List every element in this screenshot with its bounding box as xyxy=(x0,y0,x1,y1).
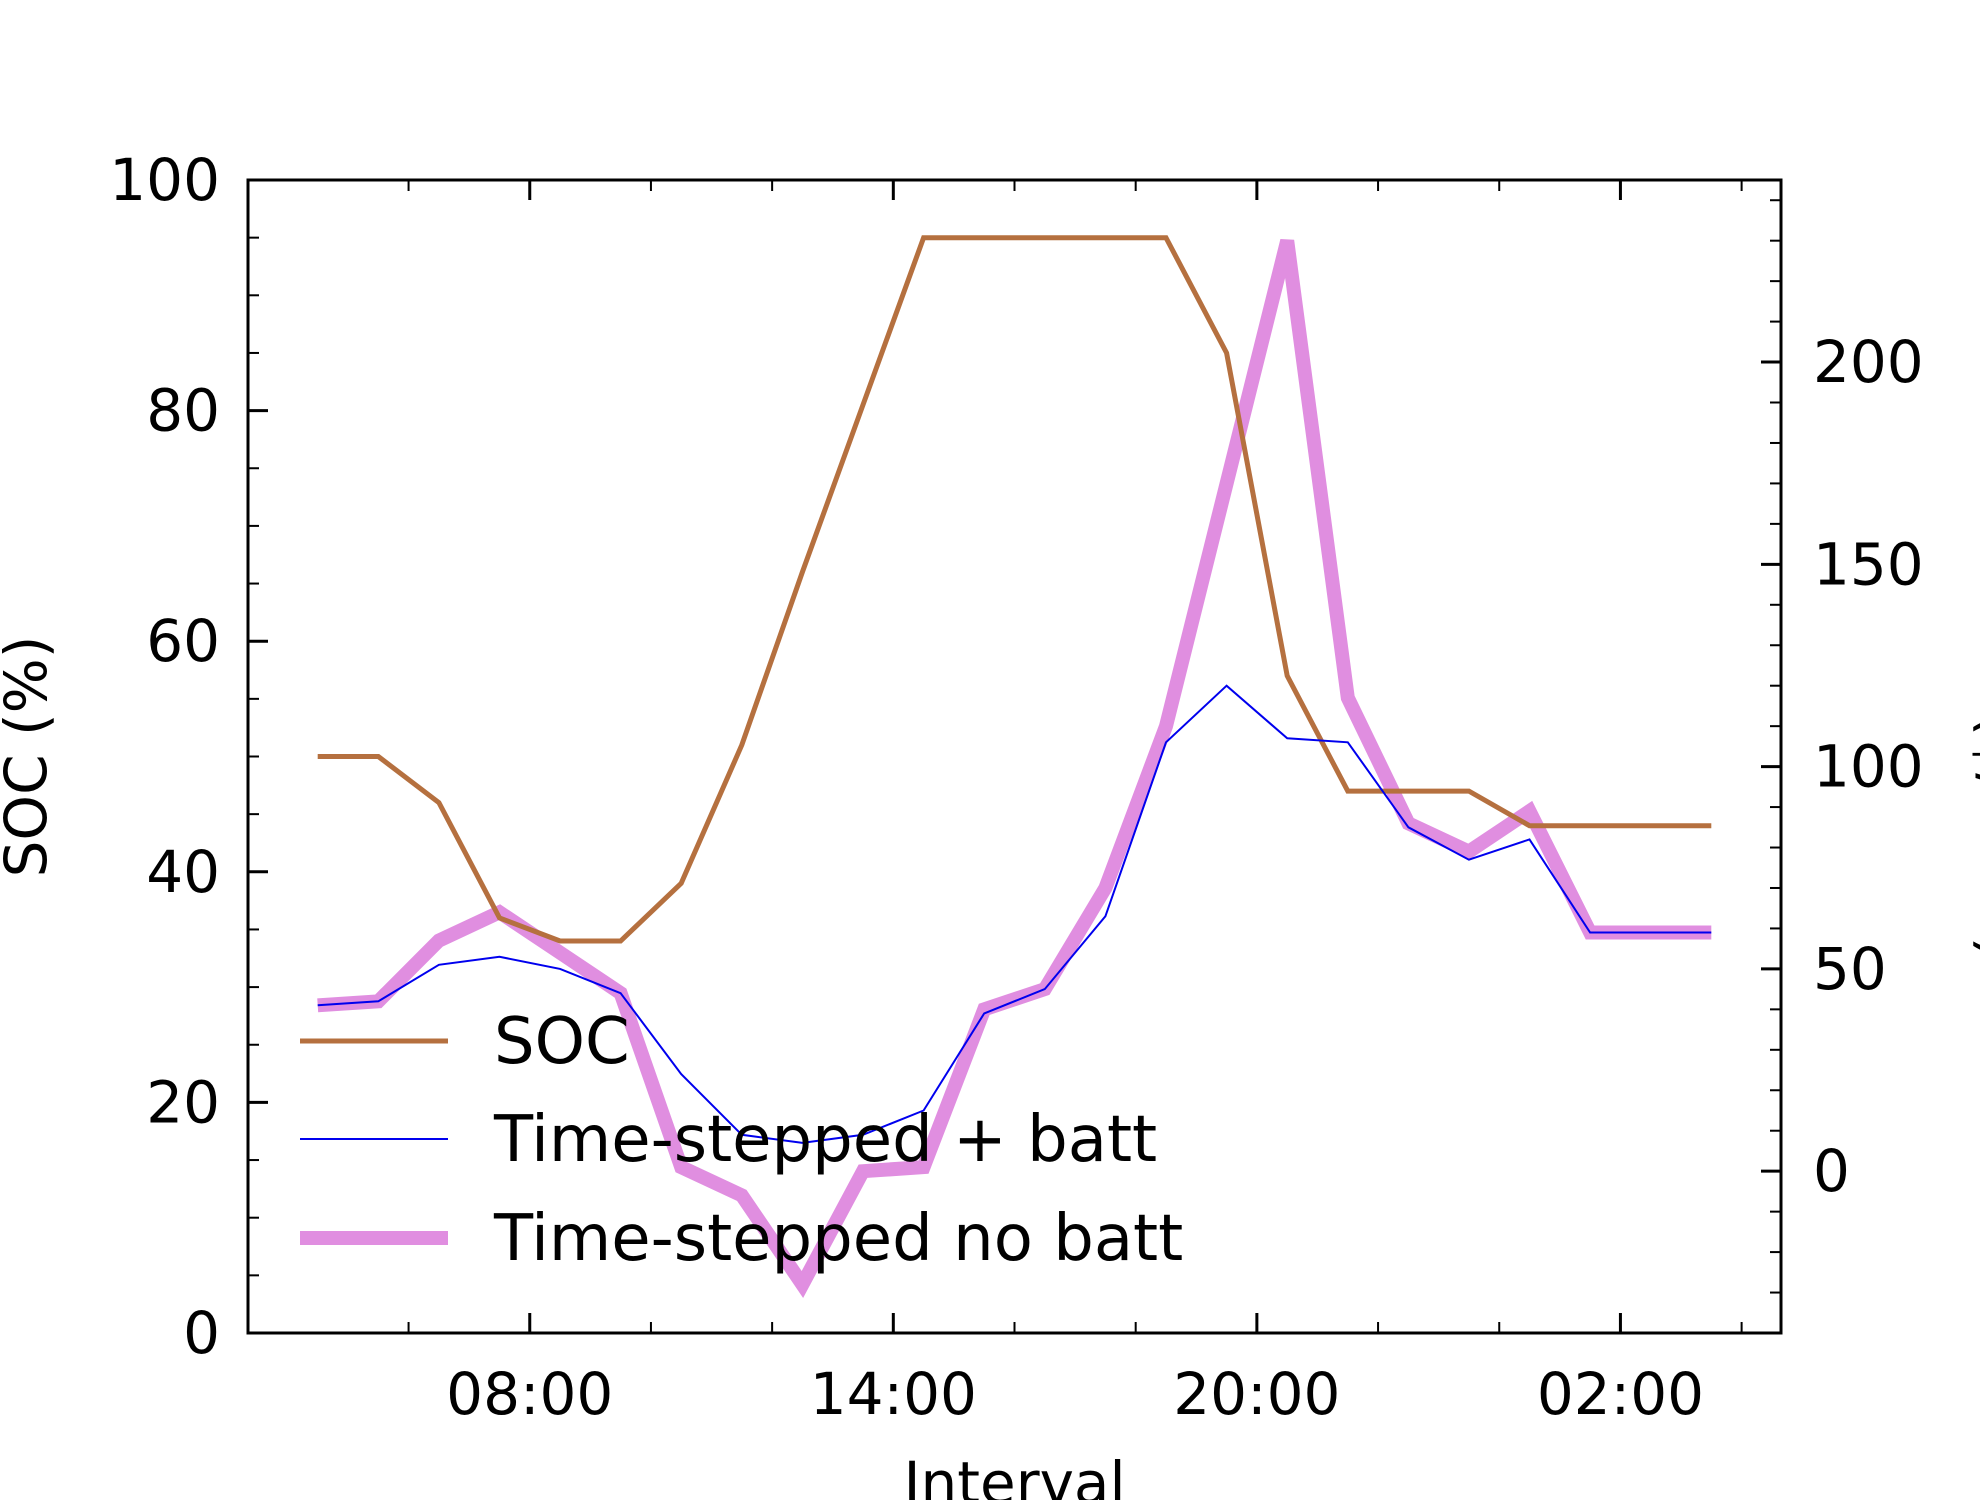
legend-label: SOC xyxy=(494,1005,630,1079)
x-tick-label: 14:00 xyxy=(810,1360,977,1428)
y-left-tick-label: 0 xyxy=(183,1299,220,1367)
legend-label: Time-stepped + batt xyxy=(493,1103,1157,1177)
x-tick-label: 20:00 xyxy=(1173,1360,1340,1428)
y-right-tick-label: 100 xyxy=(1813,733,1924,801)
y-right-ticks: 0 50 100 150 200 xyxy=(1761,199,1924,1334)
y-left-ticks: 0 20 40 60 80 100 xyxy=(109,146,268,1367)
plot-lines xyxy=(317,235,1712,1299)
y-right-tick-label: 150 xyxy=(1813,530,1924,598)
series-line-1 xyxy=(317,235,1712,944)
axes: 08:00 14:00 20:00 02:00 0 20 40 60 80 100 0 50 100… xyxy=(109,146,1923,1428)
y-left-tick-label: 100 xyxy=(109,146,220,214)
y-left-tick-label: 40 xyxy=(146,838,220,906)
x-tick-label: 02:00 xyxy=(1537,1360,1704,1428)
y-right-tick-label: 0 xyxy=(1813,1137,1850,1205)
series-line-3 xyxy=(317,239,1712,1299)
y-left-tick-label: 60 xyxy=(146,607,220,675)
y-right-tick-label: 200 xyxy=(1813,328,1924,396)
legend: SOC Time-stepped + batt Time-stepped no ba… xyxy=(300,1005,1183,1276)
x-axis-title: Interval xyxy=(903,1449,1125,1500)
legend-label: Time-stepped no batt xyxy=(493,1202,1183,1276)
y-right-axis-title: Price ($/MWh) xyxy=(1967,554,1980,960)
y-left-tick-label: 20 xyxy=(146,1068,220,1136)
series-line-2 xyxy=(317,684,1712,1144)
y-left-axis-title: SOC (%) xyxy=(0,636,60,878)
x-ticks: 08:00 14:00 20:00 02:00 xyxy=(407,180,1743,1428)
y-right-tick-label: 50 xyxy=(1813,935,1887,1003)
y-left-tick-label: 80 xyxy=(146,377,220,445)
x-tick-label: 08:00 xyxy=(446,1360,613,1428)
